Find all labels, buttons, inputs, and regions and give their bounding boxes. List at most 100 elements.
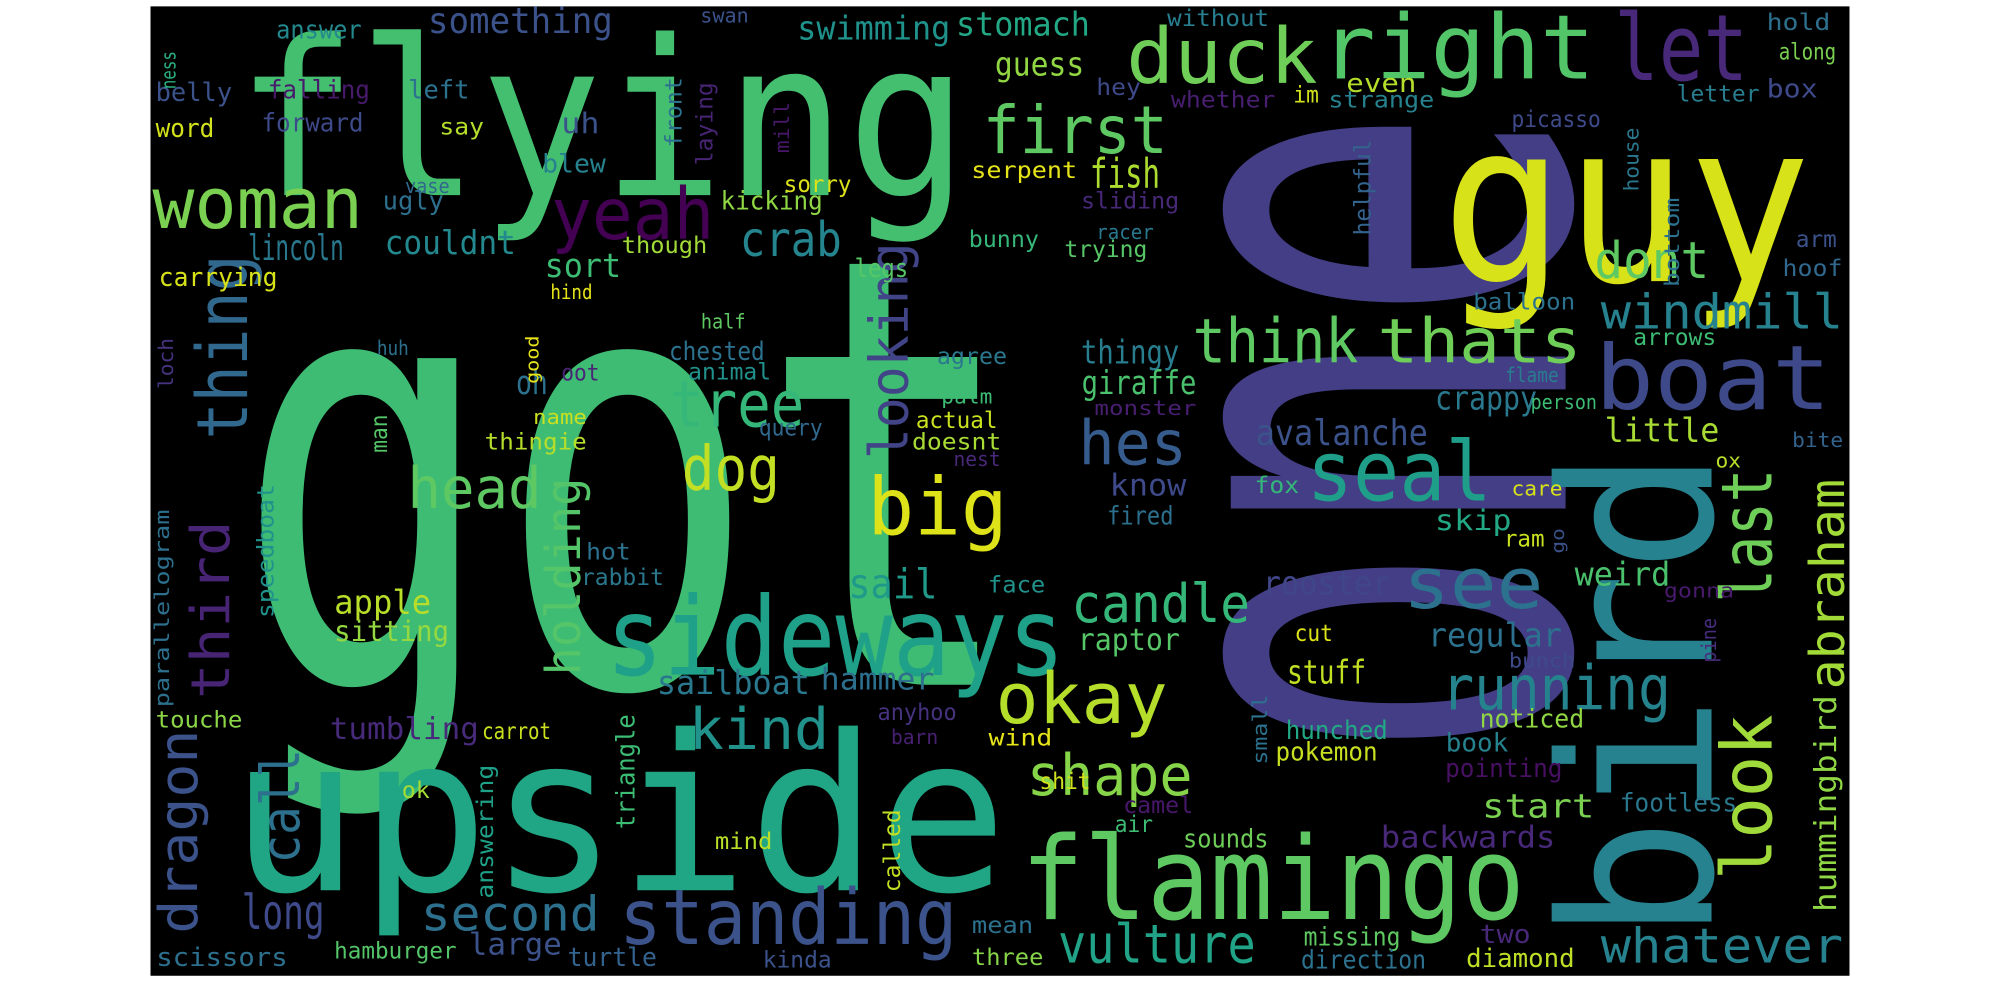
word: holding [536, 478, 592, 676]
word: carrot [482, 719, 551, 745]
word: crappy [1435, 378, 1537, 417]
word: bird [1517, 450, 1762, 941]
word: answering [473, 765, 499, 899]
word: belly [156, 78, 233, 108]
word: dog [682, 434, 780, 505]
word: mill [770, 102, 794, 153]
word: shit [1040, 769, 1091, 795]
word: mind [715, 829, 772, 855]
word: bite [1792, 428, 1843, 452]
word: bottom [1660, 198, 1684, 287]
word: hunched [1286, 716, 1388, 746]
word: bunch [1509, 649, 1575, 673]
word: helpful [1351, 140, 1377, 236]
word: thingie [485, 430, 587, 456]
word: front [662, 77, 688, 147]
word: flamingo [1021, 813, 1525, 947]
word: agree [937, 344, 1007, 370]
word: gonna [1664, 579, 1734, 603]
word: uh [561, 107, 599, 140]
word: skip [1435, 504, 1512, 537]
word: shape [1027, 742, 1193, 809]
word: pokemon [1276, 738, 1378, 768]
word: crab [740, 212, 842, 268]
word: arrows [1633, 325, 1716, 351]
word: see [1403, 543, 1543, 625]
word: giraffe [1082, 363, 1197, 402]
cloud-background [150, 6, 1850, 976]
word: book [1446, 729, 1509, 759]
word: oot [561, 361, 599, 387]
word: little [1605, 410, 1720, 449]
word: care [1511, 477, 1562, 501]
word: big [867, 462, 1007, 554]
word: look [1706, 714, 1788, 880]
word: im [1293, 83, 1319, 109]
word: legs [855, 254, 909, 284]
word: sail [848, 560, 937, 608]
word: boat [1595, 327, 1831, 431]
word: flying [235, 0, 968, 247]
word: abraham [1800, 479, 1856, 689]
word: flame [1505, 363, 1559, 387]
word: person [1531, 390, 1597, 414]
word: tumbling [330, 712, 479, 747]
word: scissors [156, 943, 287, 973]
word: nest [953, 447, 1000, 471]
word: ox [1716, 448, 1742, 472]
word: balloon [1473, 289, 1575, 315]
word: let [1614, 0, 1748, 102]
word: air [1115, 812, 1153, 838]
word: duck [1126, 13, 1317, 102]
word: first [983, 91, 1168, 169]
word: parallelogram [150, 510, 174, 708]
word: stomach [956, 5, 1090, 44]
word: fox [1254, 473, 1299, 499]
word: bunny [969, 227, 1039, 253]
word: vulture [1058, 912, 1256, 975]
word: without [1167, 6, 1269, 32]
word: mean [972, 913, 1033, 939]
word: called [880, 809, 906, 892]
word: woman [152, 163, 362, 245]
word: carrying [159, 263, 278, 293]
word: turtle [568, 943, 657, 973]
word: hammer [821, 662, 935, 697]
word: vase [405, 174, 450, 198]
word: avalanche [1256, 413, 1428, 454]
word: sliding [1081, 189, 1179, 215]
word: picasso [1511, 107, 1600, 133]
word: barn [891, 725, 938, 749]
word: hamburger [334, 939, 456, 965]
word: animal [688, 359, 771, 385]
word: couldnt [385, 223, 516, 262]
word: sitting [334, 615, 449, 648]
word: one [999, 105, 1711, 762]
word: candle [1071, 572, 1250, 635]
word: arm [1796, 227, 1837, 253]
word: long [242, 885, 325, 941]
word: man [367, 415, 393, 453]
word: answer [276, 16, 361, 46]
word: head [408, 455, 542, 522]
word: apple [334, 583, 431, 622]
word: sounds [1183, 824, 1268, 854]
word: diamond [1466, 944, 1574, 974]
word: hot [586, 539, 631, 565]
word: pine [1697, 618, 1721, 663]
word: weird [1575, 554, 1671, 593]
word: direction [1301, 945, 1426, 975]
word: large [469, 928, 562, 963]
word: house [1619, 128, 1643, 192]
word: second [421, 887, 600, 943]
word: trying [1064, 237, 1147, 263]
word: sailboat [657, 663, 810, 702]
word: thingy [1081, 333, 1179, 372]
word: guy [1441, 74, 1811, 334]
word: raptor [1078, 623, 1180, 658]
word: though [622, 233, 707, 259]
word: sorry [784, 172, 852, 198]
word: fired [1107, 502, 1173, 532]
word: thats [1378, 306, 1582, 377]
